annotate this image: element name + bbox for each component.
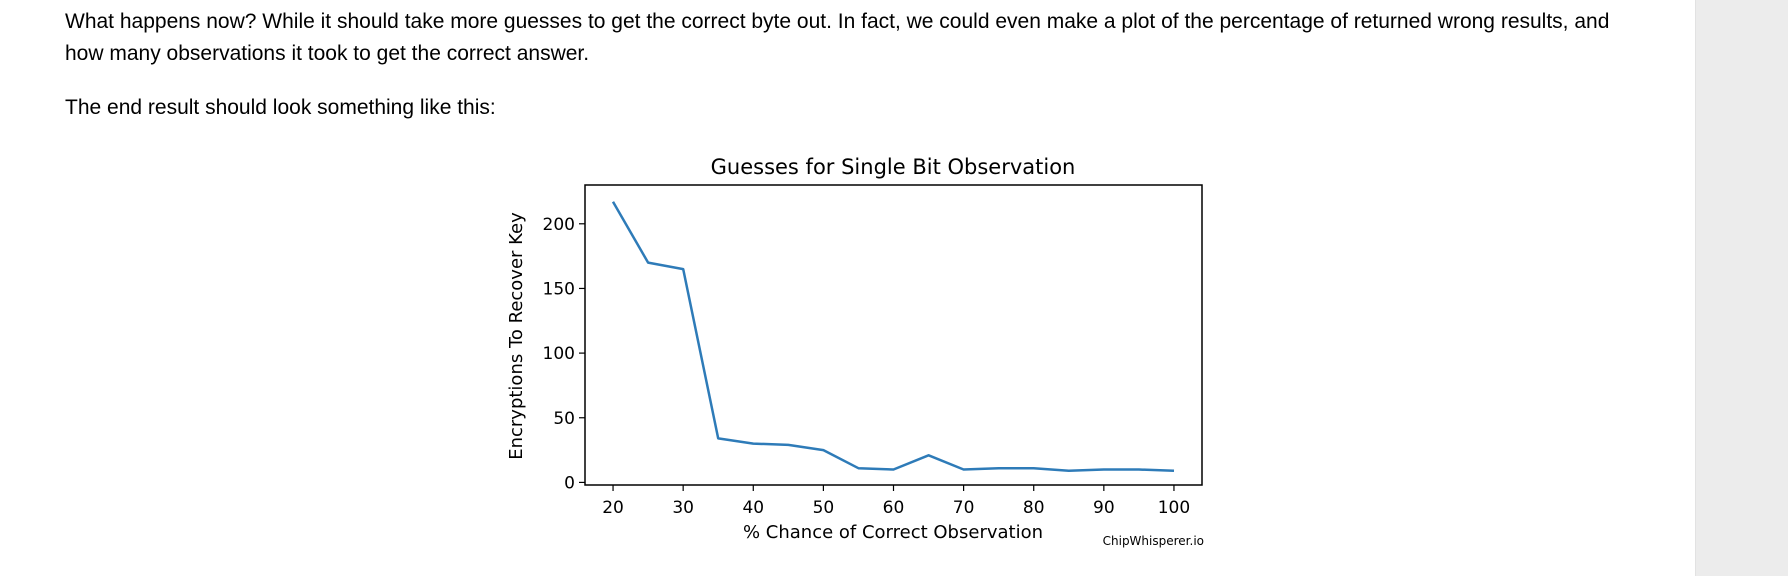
x-tick-label: 20 <box>602 498 624 518</box>
x-tick-label: 100 <box>1158 498 1190 518</box>
y-tick-label: 200 <box>543 215 575 235</box>
y-tick-label: 50 <box>553 409 575 429</box>
x-tick-label: 60 <box>883 498 905 518</box>
body-paragraph: The end result should look something lik… <box>65 96 496 119</box>
y-tick-label: 150 <box>543 279 575 299</box>
y-axis-label: Encryptions To Recover Key <box>506 212 527 460</box>
watermark: ChipWhisperer.io <box>1103 534 1204 548</box>
x-tick-label: 40 <box>742 498 764 518</box>
scroll-gutter <box>1695 0 1788 576</box>
chart-figure: Guesses for Single Bit Observation Encry… <box>490 148 1230 558</box>
y-tick-label: 0 <box>564 473 575 493</box>
x-tick-label: 80 <box>1023 498 1045 518</box>
x-tick-label: 70 <box>953 498 975 518</box>
document-page: What happens now? While it should take m… <box>65 10 1610 558</box>
plot-frame <box>584 184 1203 486</box>
body-paragraph: What happens now? While it should take m… <box>65 10 1610 65</box>
chart-title: Guesses for Single Bit Observation <box>711 155 1076 179</box>
x-tick-label: 90 <box>1093 498 1115 518</box>
line-chart: Guesses for Single Bit Observation Encry… <box>506 155 1204 548</box>
x-tick-label: 50 <box>813 498 835 518</box>
x-tick-label: 30 <box>672 498 694 518</box>
series-line <box>611 201 1175 473</box>
y-tick-label: 100 <box>543 344 575 364</box>
x-axis-label: % Chance of Correct Observation <box>743 522 1043 543</box>
